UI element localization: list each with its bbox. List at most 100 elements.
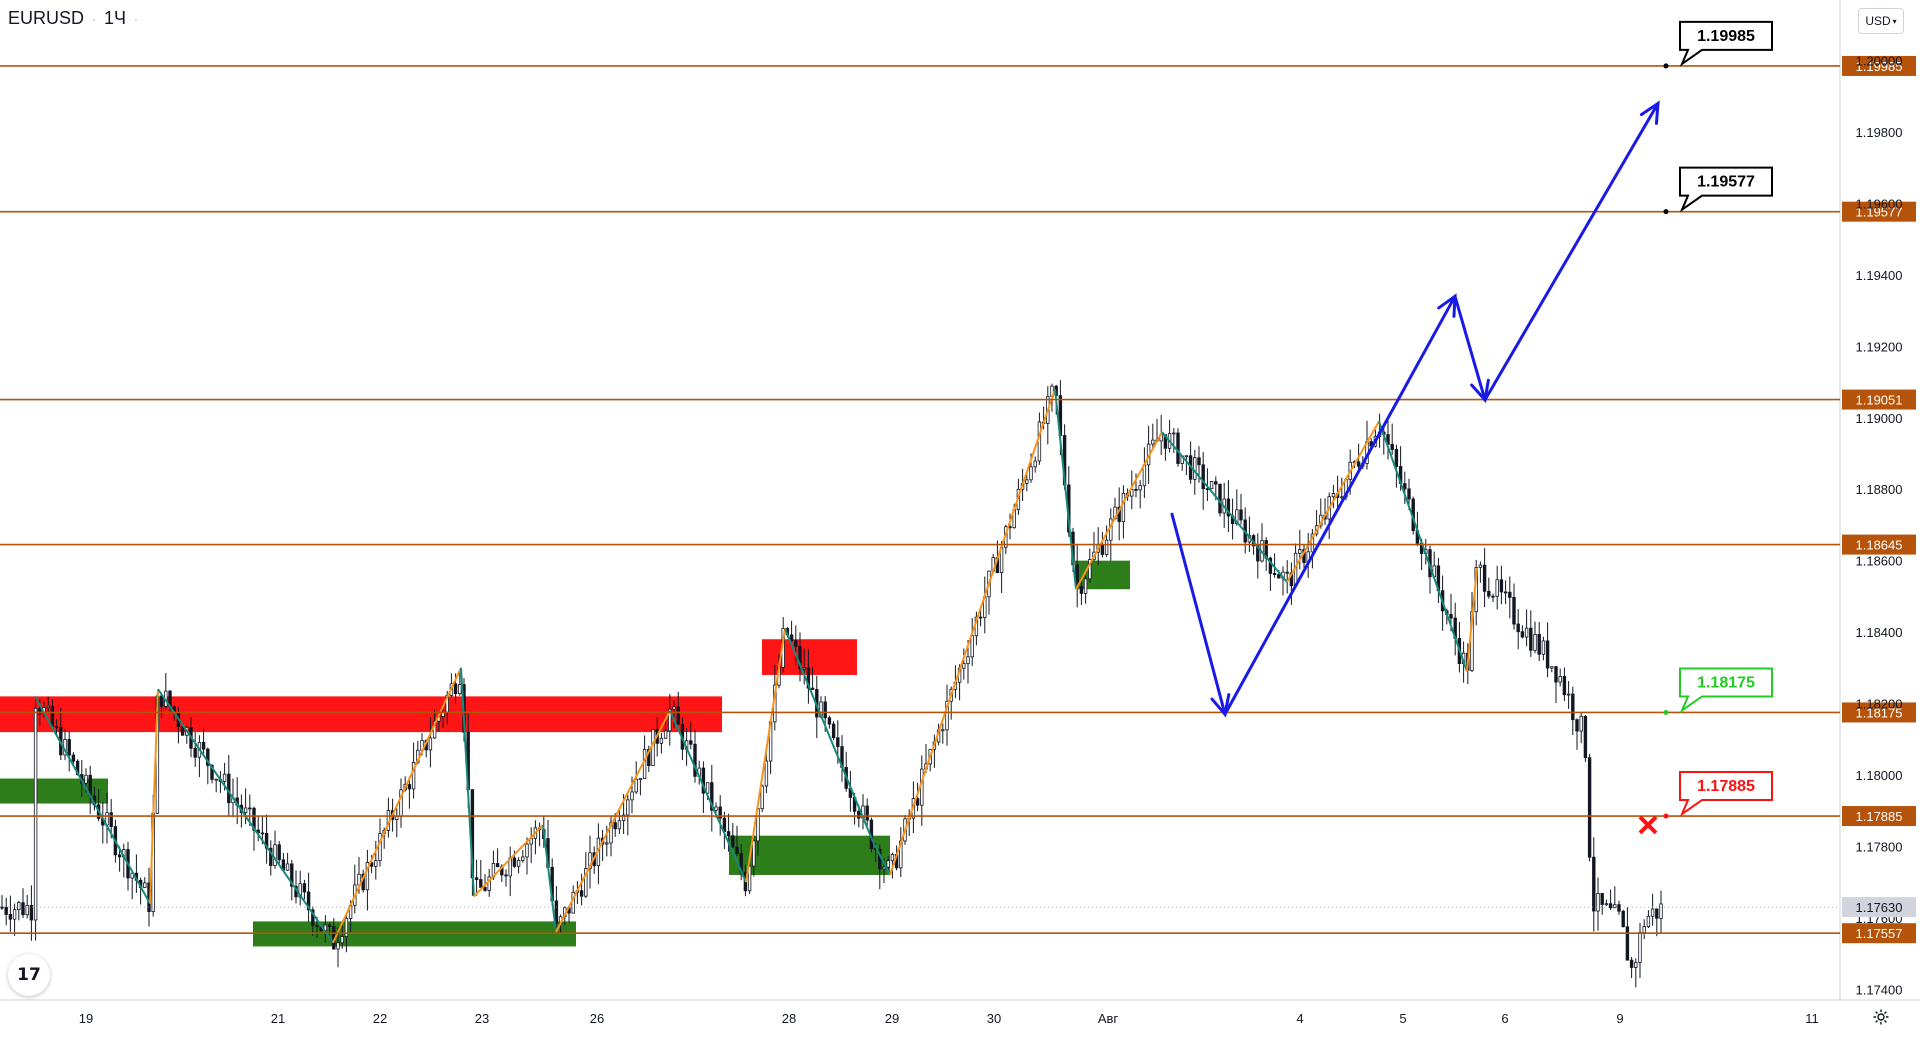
candle: [54, 718, 59, 736]
candle: [101, 802, 105, 844]
candle-body: [143, 882, 147, 888]
x-axis: 19 21 22 23 26 28 29 30 Авг 4 5 6 9 11: [79, 1011, 1819, 1026]
callout-label: 1.19577: [1697, 174, 1755, 191]
candle: [1176, 428, 1180, 467]
last-price-tag: [1842, 897, 1916, 918]
candle-body: [823, 701, 827, 719]
candle: [693, 729, 697, 783]
candle-body: [21, 902, 25, 916]
callout-label: 1.18175: [1697, 674, 1755, 691]
candle-body: [1268, 557, 1273, 574]
candle-body: [248, 807, 252, 810]
candle-body: [1596, 893, 1600, 912]
candle-body: [1508, 591, 1512, 598]
symbol-legend[interactable]: EURUSD · 1Ч ·: [8, 8, 138, 29]
swing-up-line: [555, 710, 671, 933]
candle: [596, 823, 601, 885]
candle: [1655, 908, 1659, 937]
candle-body: [407, 784, 412, 790]
candle-body: [1642, 926, 1646, 933]
candle-body: [285, 863, 290, 871]
candle-body: [1197, 457, 1201, 466]
levels-layer: 1.19985 1.19577 1.19051 1.18645 1.18175 1.178…: [0, 55, 1916, 944]
price-scale: [1840, 0, 1920, 1040]
candle: [1482, 548, 1487, 608]
y-tick-label: 1.19800: [1856, 125, 1903, 140]
candle: [63, 729, 67, 760]
callout-label: 1.19985: [1697, 28, 1755, 45]
candle-body: [626, 799, 630, 816]
callout-label: 1.17885: [1697, 778, 1755, 795]
currency-select[interactable]: USD ▾: [1858, 8, 1904, 34]
candle: [1646, 910, 1651, 929]
level-price-tag: [1842, 702, 1916, 723]
candle: [25, 894, 29, 919]
candle: [273, 830, 277, 869]
candle-body: [1298, 549, 1302, 554]
candle: [290, 859, 294, 901]
candle: [0, 895, 4, 910]
candle-body: [1503, 591, 1508, 594]
candle-body: [882, 866, 886, 870]
candle-body: [714, 806, 718, 811]
candle: [1386, 418, 1390, 460]
candle: [1562, 667, 1567, 702]
settings-gear-icon[interactable]: [1868, 1004, 1894, 1030]
candle: [1566, 681, 1571, 709]
tradingview-logo-icon[interactable]: 17: [8, 954, 50, 996]
candle-body: [483, 886, 487, 891]
candle: [1508, 576, 1512, 619]
candle-body: [201, 742, 206, 750]
level-price-label: 1.18645: [1856, 538, 1903, 553]
candle-body: [17, 902, 21, 911]
candle-body: [1394, 449, 1399, 467]
candle: [626, 794, 630, 836]
candle-body: [479, 879, 483, 888]
candle: [1499, 565, 1504, 605]
y-tick-label: 1.18600: [1856, 554, 1903, 569]
swing-up-line: [332, 667, 462, 944]
candle: [865, 798, 869, 827]
candle-body: [1121, 492, 1126, 523]
level-price-label: 1.17885: [1856, 809, 1903, 824]
candle: [1617, 900, 1621, 915]
y-tick-label: 1.20000: [1856, 54, 1903, 69]
forecast-segment: [1453, 294, 1487, 402]
candle-body: [831, 723, 836, 739]
candle-body: [277, 844, 281, 861]
candle-body: [1650, 908, 1655, 917]
candle: [1256, 533, 1260, 579]
interval-label: 1Ч: [104, 8, 127, 28]
candle: [1524, 609, 1529, 647]
candle: [46, 696, 50, 713]
level-price-label: 1.18175: [1856, 705, 1903, 720]
level-price-tag: [1842, 923, 1916, 944]
candle: [1134, 473, 1138, 498]
candle: [407, 776, 412, 809]
callouts-layer: 1.19985 1.19577 1.18175 1.17885: [1663, 20, 1773, 819]
candle: [1298, 530, 1302, 570]
candle-body: [453, 683, 458, 695]
candle: [1571, 686, 1575, 736]
candle-body: [827, 717, 832, 725]
candle-body: [1083, 578, 1088, 594]
candle: [1104, 525, 1109, 557]
candle-body: [1566, 693, 1571, 696]
swing-down-line: [871, 838, 891, 876]
candle-body: [306, 891, 311, 911]
swing-down-line: [1161, 431, 1288, 583]
x-tick-label: 30: [987, 1011, 1001, 1026]
candle-body: [71, 754, 76, 762]
candle-body: [1272, 573, 1277, 575]
candle: [1142, 447, 1147, 498]
candle-body: [336, 942, 340, 950]
candle: [886, 856, 890, 871]
candle: [1575, 718, 1579, 750]
candle-body: [1130, 488, 1134, 497]
candle: [164, 673, 168, 710]
candle: [962, 648, 966, 680]
candle: [1130, 470, 1134, 510]
candle-body: [458, 684, 462, 695]
